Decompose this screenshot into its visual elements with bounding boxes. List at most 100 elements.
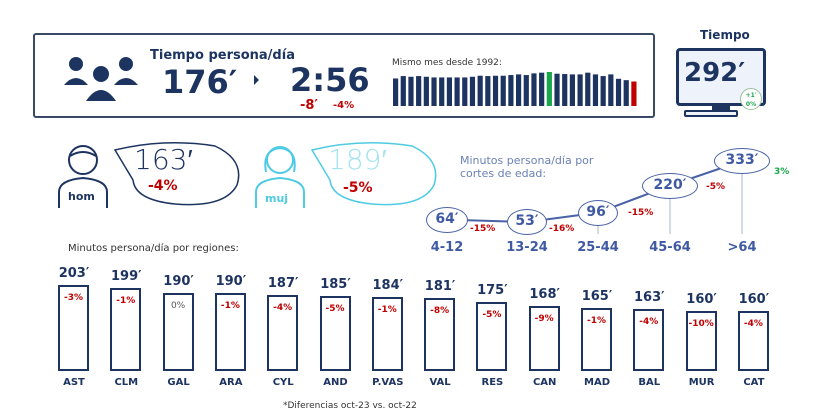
tv-value: 292′ — [684, 58, 746, 88]
man-pct: -4% — [148, 178, 178, 194]
region-change: -9% — [534, 314, 554, 325]
history-bar — [592, 74, 599, 106]
history-bar — [523, 75, 529, 106]
age-change-label: -5% — [706, 182, 726, 192]
history-bar — [439, 77, 445, 106]
age-chart-title: Minutos persona/día por cortes de edad: — [460, 154, 594, 180]
history-bar — [569, 74, 575, 106]
region-label: CLM — [114, 377, 139, 388]
summary-diff-pct: -4% — [333, 100, 355, 111]
footnote: *Diferencias oct-23 vs. oct-22 — [283, 401, 417, 411]
summary-minutes: 176′ — [162, 63, 238, 101]
region-bar-RES — [476, 302, 508, 371]
region-change: 0% — [170, 301, 186, 311]
history-bar — [631, 81, 637, 106]
age-category-label: >64 — [727, 240, 757, 255]
tv-base — [684, 110, 738, 117]
woman-value: 189′ — [328, 143, 387, 176]
region-change: -8% — [430, 306, 450, 317]
region-bar-MUR — [685, 311, 717, 371]
region-label: GAL — [167, 377, 190, 388]
region-bar-CLM — [110, 287, 142, 371]
region-label: CAN — [532, 377, 557, 388]
region-bar-CYL — [267, 294, 299, 371]
history-bar — [423, 76, 429, 106]
region-label: AND — [323, 377, 348, 388]
region-label: VAL — [429, 377, 451, 388]
region-value: 190′ — [215, 274, 247, 289]
woman-pct: -5% — [343, 180, 373, 196]
region-value: 163′ — [634, 290, 665, 306]
region-change: -4% — [273, 302, 293, 313]
region-value: 190′ — [163, 274, 194, 289]
summary-hours: 2:56 — [290, 61, 370, 99]
age-change-label: -15% — [628, 208, 654, 218]
history-bar — [600, 76, 606, 106]
history-bar — [446, 77, 452, 106]
summary-title: Tiempo persona/día — [150, 48, 295, 63]
region-value: 181′ — [424, 279, 456, 295]
history-bar — [562, 74, 568, 106]
region-value: 160′ — [738, 292, 770, 307]
history-bar — [431, 77, 437, 106]
region-bar-CAN — [528, 306, 560, 371]
history-bar — [623, 80, 629, 106]
region-value: 185′ — [320, 277, 351, 292]
summary-diff-minutes: -8′ — [300, 98, 318, 113]
history-bar — [400, 76, 406, 106]
region-value: 187′ — [267, 275, 299, 291]
history-bar — [577, 74, 583, 106]
history-bar — [462, 77, 468, 106]
history-bar — [585, 72, 591, 106]
region-value: 203′ — [58, 266, 90, 282]
history-bar — [608, 74, 614, 106]
region-bar-P.VAS — [371, 296, 403, 371]
history-bar — [469, 76, 476, 106]
arrow-icon — [254, 75, 259, 85]
age-category-label: 4-12 — [430, 240, 464, 255]
region-change: -5% — [482, 310, 502, 320]
region-value: 160′ — [686, 292, 717, 307]
region-bar-BAL — [633, 309, 665, 371]
history-bar — [408, 76, 414, 106]
region-change: -5% — [325, 304, 345, 314]
region-value: 168′ — [529, 287, 560, 303]
history-label: Mismo mes desde 1992: — [392, 58, 502, 68]
tv-badge-bottom: 0% — [745, 101, 757, 108]
history-bar — [546, 72, 552, 106]
age-change-label: -15% — [470, 224, 496, 234]
region-value: 175′ — [477, 283, 508, 298]
region-label: CAT — [743, 377, 765, 388]
region-label: CYL — [272, 377, 294, 388]
history-bar — [531, 73, 537, 106]
region-bar-ARA — [214, 293, 246, 371]
region-change: -3% — [63, 293, 83, 304]
woman-label: muj — [265, 192, 289, 205]
history-bar — [454, 77, 460, 106]
region-label: BAL — [638, 377, 661, 388]
man-label: hom — [68, 190, 95, 203]
age-category-label: 25-44 — [577, 240, 619, 255]
history-bar — [554, 73, 560, 106]
region-label: MUR — [688, 377, 715, 388]
history-bar — [416, 76, 422, 106]
summary-panel — [33, 33, 655, 118]
history-bar — [500, 75, 506, 106]
tv-badge: +1′ 0% — [740, 88, 762, 110]
region-bar-AND — [319, 296, 351, 371]
age-point-4-12: 64′ — [426, 206, 468, 233]
region-change: -1% — [586, 316, 606, 326]
regions-title: Minutos persona/día por regiones: — [68, 243, 239, 254]
age-point-25-44: 96′ — [578, 199, 618, 226]
tv-badge-top: +1′ — [745, 92, 757, 99]
region-label: AST — [63, 377, 85, 388]
age-change-label: -16% — [549, 224, 575, 234]
man-value: 163′ — [134, 143, 193, 176]
age-point-13-24: 53′ — [507, 209, 547, 235]
tv-stand — [712, 106, 730, 111]
region-change: -4% — [639, 317, 659, 328]
region-change: -4% — [743, 319, 763, 329]
man-icon — [58, 145, 108, 208]
region-bar-AST — [58, 285, 89, 371]
region-value: 184′ — [372, 277, 404, 293]
